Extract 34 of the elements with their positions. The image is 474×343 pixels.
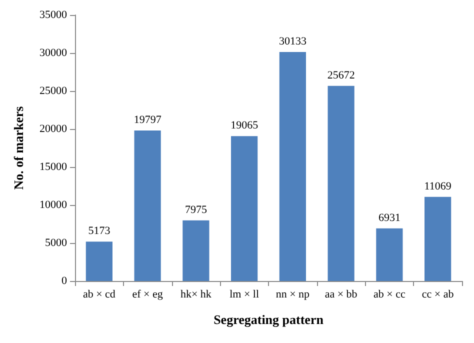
x-axis-title: Segregating pattern [214,312,324,327]
bar [231,136,258,281]
data-label: 11069 [424,180,452,192]
y-tick-label: 35000 [40,9,68,21]
x-tick-label: hk× hk [180,288,212,300]
x-tick-label: ab × cd [82,288,116,300]
data-label: 5173 [88,225,111,238]
y-axis-title: No. of markers [11,106,26,190]
y-tick-label: 0 [62,275,68,287]
bar [86,242,112,281]
data-label: 30133 [278,35,307,48]
y-tick-label: 20000 [40,123,68,135]
x-tick-label: ef × eg [132,288,164,300]
bar [376,228,403,281]
y-tick-label: 25000 [40,85,68,97]
data-label: 7975 [184,204,208,216]
y-tick-label: 30000 [40,47,68,59]
x-tick-label: ab × cc [374,288,406,300]
x-tick-label: cc × ab [422,288,454,300]
bar [424,196,452,281]
x-tick-label: lm × ll [230,288,260,300]
data-label: 19797 [134,114,162,126]
data-label: 25672 [327,69,355,82]
y-tick-label: 15000 [40,161,68,173]
bar [279,52,306,281]
bar [328,86,354,281]
data-label: 19065 [230,120,259,132]
bar [182,220,210,281]
y-tick-label: 5000 [45,237,68,249]
x-tick-label: aa × bb [324,288,358,300]
x-tick-label: nn × np [276,288,310,300]
y-tick-label: 10000 [40,199,68,211]
data-label: 6931 [378,212,400,224]
bar [134,130,161,281]
